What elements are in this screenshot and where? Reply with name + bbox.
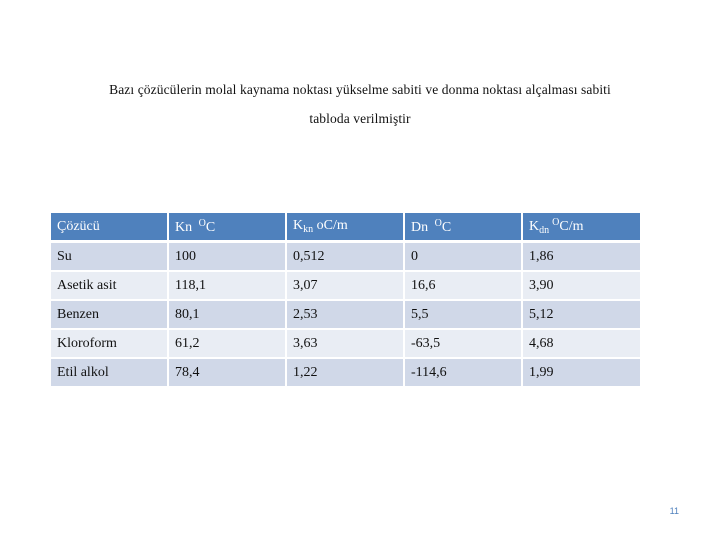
table-row: Su 100 0,512 0 1,86 bbox=[51, 243, 640, 272]
cell-kkn: 3,07 bbox=[287, 272, 405, 301]
cell-kdn: 1,86 bbox=[523, 243, 640, 272]
cell-solvent: Kloroform bbox=[51, 330, 169, 359]
intro-line-1: Bazı çözücülerin molal kaynama noktası y… bbox=[109, 82, 611, 97]
table-row: Etil alkol 78,4 1,22 -114,6 1,99 bbox=[51, 359, 640, 388]
cell-solvent: Etil alkol bbox=[51, 359, 169, 388]
header-kdn-constant: KdnOC/m bbox=[523, 213, 640, 243]
solvent-constants-table: Çözücü Kn OC Kkn oC/m Dn OC KdnOC/m Su 1… bbox=[51, 213, 640, 388]
cell-kdn: 1,99 bbox=[523, 359, 640, 388]
cell-kdn: 3,90 bbox=[523, 272, 640, 301]
table-row: Asetik asit 118,1 3,07 16,6 3,90 bbox=[51, 272, 640, 301]
cell-boiling-point: 78,4 bbox=[169, 359, 287, 388]
cell-freezing-point: 5,5 bbox=[405, 301, 523, 330]
cell-kkn: 0,512 bbox=[287, 243, 405, 272]
cell-kdn: 4,68 bbox=[523, 330, 640, 359]
cell-freezing-point: 0 bbox=[405, 243, 523, 272]
intro-text: Bazı çözücülerin molal kaynama noktası y… bbox=[40, 82, 680, 128]
header-boiling-point: Kn OC bbox=[169, 213, 287, 243]
header-kkn-constant: Kkn oC/m bbox=[287, 213, 405, 243]
cell-boiling-point: 118,1 bbox=[169, 272, 287, 301]
cell-solvent: Benzen bbox=[51, 301, 169, 330]
cell-kdn: 5,12 bbox=[523, 301, 640, 330]
cell-freezing-point: -114,6 bbox=[405, 359, 523, 388]
table-row: Benzen 80,1 2,53 5,5 5,12 bbox=[51, 301, 640, 330]
header-solvent: Çözücü bbox=[51, 213, 169, 243]
intro-line-2: tabloda verilmiştir bbox=[309, 110, 411, 126]
cell-boiling-point: 80,1 bbox=[169, 301, 287, 330]
cell-boiling-point: 100 bbox=[169, 243, 287, 272]
cell-boiling-point: 61,2 bbox=[169, 330, 287, 359]
cell-kkn: 3,63 bbox=[287, 330, 405, 359]
header-freezing-point: Dn OC bbox=[405, 213, 523, 243]
cell-freezing-point: 16,6 bbox=[405, 272, 523, 301]
table-header-row: Çözücü Kn OC Kkn oC/m Dn OC KdnOC/m bbox=[51, 213, 640, 243]
table-row: Kloroform 61,2 3,63 -63,5 4,68 bbox=[51, 330, 640, 359]
cell-solvent: Su bbox=[51, 243, 169, 272]
page-number: 11 bbox=[669, 506, 679, 516]
cell-kkn: 2,53 bbox=[287, 301, 405, 330]
cell-solvent: Asetik asit bbox=[51, 272, 169, 301]
cell-freezing-point: -63,5 bbox=[405, 330, 523, 359]
cell-kkn: 1,22 bbox=[287, 359, 405, 388]
